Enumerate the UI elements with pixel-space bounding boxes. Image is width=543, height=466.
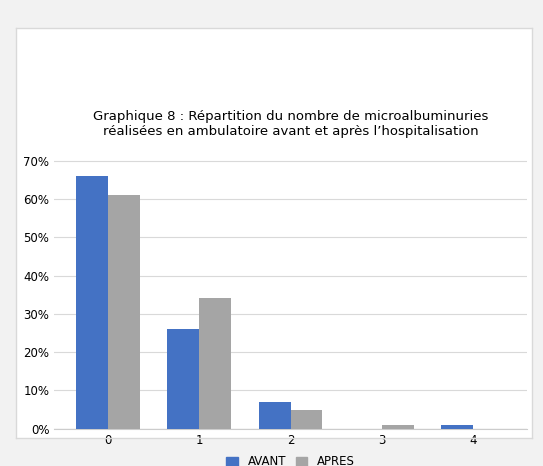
Legend: AVANT, APRES: AVANT, APRES [222,451,359,466]
Bar [258,402,291,429]
Bar [167,329,199,429]
Bar [291,410,323,429]
Title: Graphique 8 : Répartition du nombre de microalbuminuries
réalisées en ambulatoir: Graphique 8 : Répartition du nombre de m… [93,110,488,138]
Bar [441,425,473,429]
Bar [108,195,140,429]
Bar [382,425,414,429]
Bar [76,176,108,429]
Bar [199,299,231,429]
